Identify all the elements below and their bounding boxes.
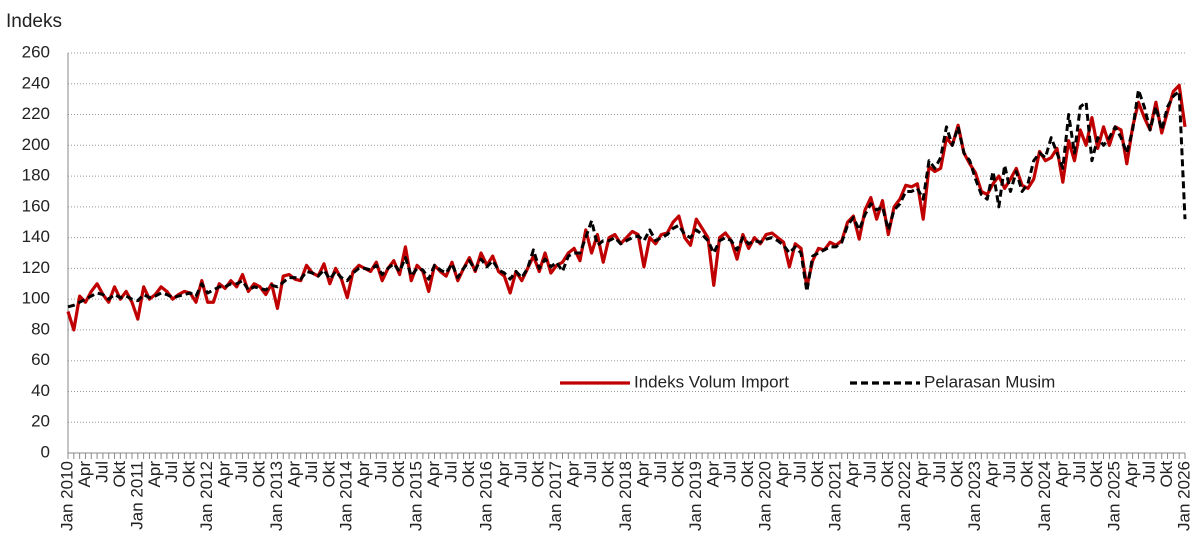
x-tick-label: Okt xyxy=(459,461,478,488)
x-tick-label: Jul xyxy=(930,461,949,483)
y-tick-label: 60 xyxy=(31,350,50,369)
x-tick-label: Jan 2011 xyxy=(127,461,146,530)
legend-label: Pelarasan Musim xyxy=(924,372,1055,391)
x-tick-label: Apr xyxy=(75,461,94,488)
x-tick-label: Apr xyxy=(354,461,373,488)
x-tick-label: Jan 2025 xyxy=(1105,461,1124,531)
x-tick-label: Jan 2018 xyxy=(616,461,635,531)
y-tick-label: 180 xyxy=(22,166,50,185)
series-line xyxy=(67,88,1187,309)
y-tick-label: 20 xyxy=(31,412,50,431)
x-tick-label: Apr xyxy=(913,461,932,488)
x-tick-label: Jul xyxy=(372,461,391,483)
y-tick-label: 140 xyxy=(22,227,50,246)
x-tick-label: Jan 2021 xyxy=(825,461,844,531)
x-tick-label: Apr xyxy=(1052,461,1071,488)
x-tick-label: Okt xyxy=(319,461,338,488)
x-tick-label: Jan 2015 xyxy=(407,461,426,531)
y-tick-label: 100 xyxy=(22,289,50,308)
series-line xyxy=(66,83,1187,332)
y-tick-label: 200 xyxy=(22,135,50,154)
x-tick-label: Jul xyxy=(511,461,530,483)
x-tick-label: Okt xyxy=(180,461,199,488)
x-tick-label: Apr xyxy=(983,461,1002,488)
x-tick-label: Okt xyxy=(808,461,827,488)
x-tick-label: Apr xyxy=(773,461,792,488)
y-axis-label: Indeks xyxy=(6,11,62,32)
x-tick-label: Jul xyxy=(302,461,321,483)
x-tick-label: Okt xyxy=(1087,461,1106,488)
x-tick-label: Jul xyxy=(232,461,251,483)
x-tick-label: Apr xyxy=(564,461,583,488)
x-tick-label: Jul xyxy=(581,461,600,483)
y-tick-label: 160 xyxy=(22,196,50,215)
x-tick-label: Jul xyxy=(721,461,740,483)
x-tick-label: Jan 2020 xyxy=(756,461,775,531)
y-tick-label: 260 xyxy=(22,42,50,61)
x-tick-label: Jan 2013 xyxy=(267,461,286,531)
x-tick-label: Okt xyxy=(668,461,687,488)
legend-label: Indeks Volum Import xyxy=(634,372,789,391)
x-tick-label: Jul xyxy=(92,461,111,483)
x-tick-label: Okt xyxy=(1017,461,1036,488)
x-tick-label: Okt xyxy=(249,461,268,488)
x-tick-label: Apr xyxy=(843,461,862,488)
x-tick-label: Jul xyxy=(1140,461,1159,483)
x-tick-label: Jul xyxy=(1070,461,1089,483)
x-tick-label: Jul xyxy=(1000,461,1019,483)
x-tick-label: Okt xyxy=(529,461,548,488)
x-tick-label: Apr xyxy=(284,461,303,488)
x-tick-label: Jan 2019 xyxy=(686,461,705,531)
y-tick-label: 240 xyxy=(22,73,50,92)
x-tick-label: Okt xyxy=(948,461,967,488)
x-tick-label: Jan 2016 xyxy=(476,461,495,531)
x-tick-label: Okt xyxy=(110,461,129,488)
x-tick-label: Okt xyxy=(1157,461,1176,488)
x-tick-label: Jul xyxy=(791,461,810,483)
x-tick-label: Jan 2024 xyxy=(1035,461,1054,531)
y-tick-label: 120 xyxy=(22,258,50,277)
x-tick-label: Jul xyxy=(162,461,181,483)
x-tick-label: Apr xyxy=(494,461,513,488)
x-tick-label: Apr xyxy=(703,461,722,488)
x-tick-label: Jan 2022 xyxy=(895,461,914,531)
y-tick-label: 0 xyxy=(41,442,50,461)
x-tick-label: Okt xyxy=(389,461,408,488)
x-tick-label: Jul xyxy=(441,461,460,483)
x-tick-label: Okt xyxy=(599,461,618,488)
x-tick-label: Jul xyxy=(651,461,670,483)
x-tick-label: Jan 2010 xyxy=(57,461,76,531)
x-tick-label: Jan 2017 xyxy=(546,461,565,531)
x-tick-label: Jan 2012 xyxy=(197,461,216,531)
x-tick-label: Okt xyxy=(878,461,897,488)
x-tick-label: Apr xyxy=(215,461,234,488)
x-tick-label: Jul xyxy=(860,461,879,483)
x-tick-label: Apr xyxy=(1122,461,1141,488)
x-tick-label: Okt xyxy=(738,461,757,488)
x-tick-label: Apr xyxy=(424,461,443,488)
y-tick-label: 220 xyxy=(22,104,50,123)
x-tick-label: Apr xyxy=(145,461,164,488)
x-tick-label: Jan 2023 xyxy=(965,461,984,531)
x-tick-label: Jan 2014 xyxy=(337,461,356,531)
x-tick-label: Apr xyxy=(633,461,652,488)
x-tick-label: Jan 2026 xyxy=(1174,461,1192,531)
y-tick-label: 40 xyxy=(31,381,50,400)
y-tick-label: 80 xyxy=(31,319,50,338)
